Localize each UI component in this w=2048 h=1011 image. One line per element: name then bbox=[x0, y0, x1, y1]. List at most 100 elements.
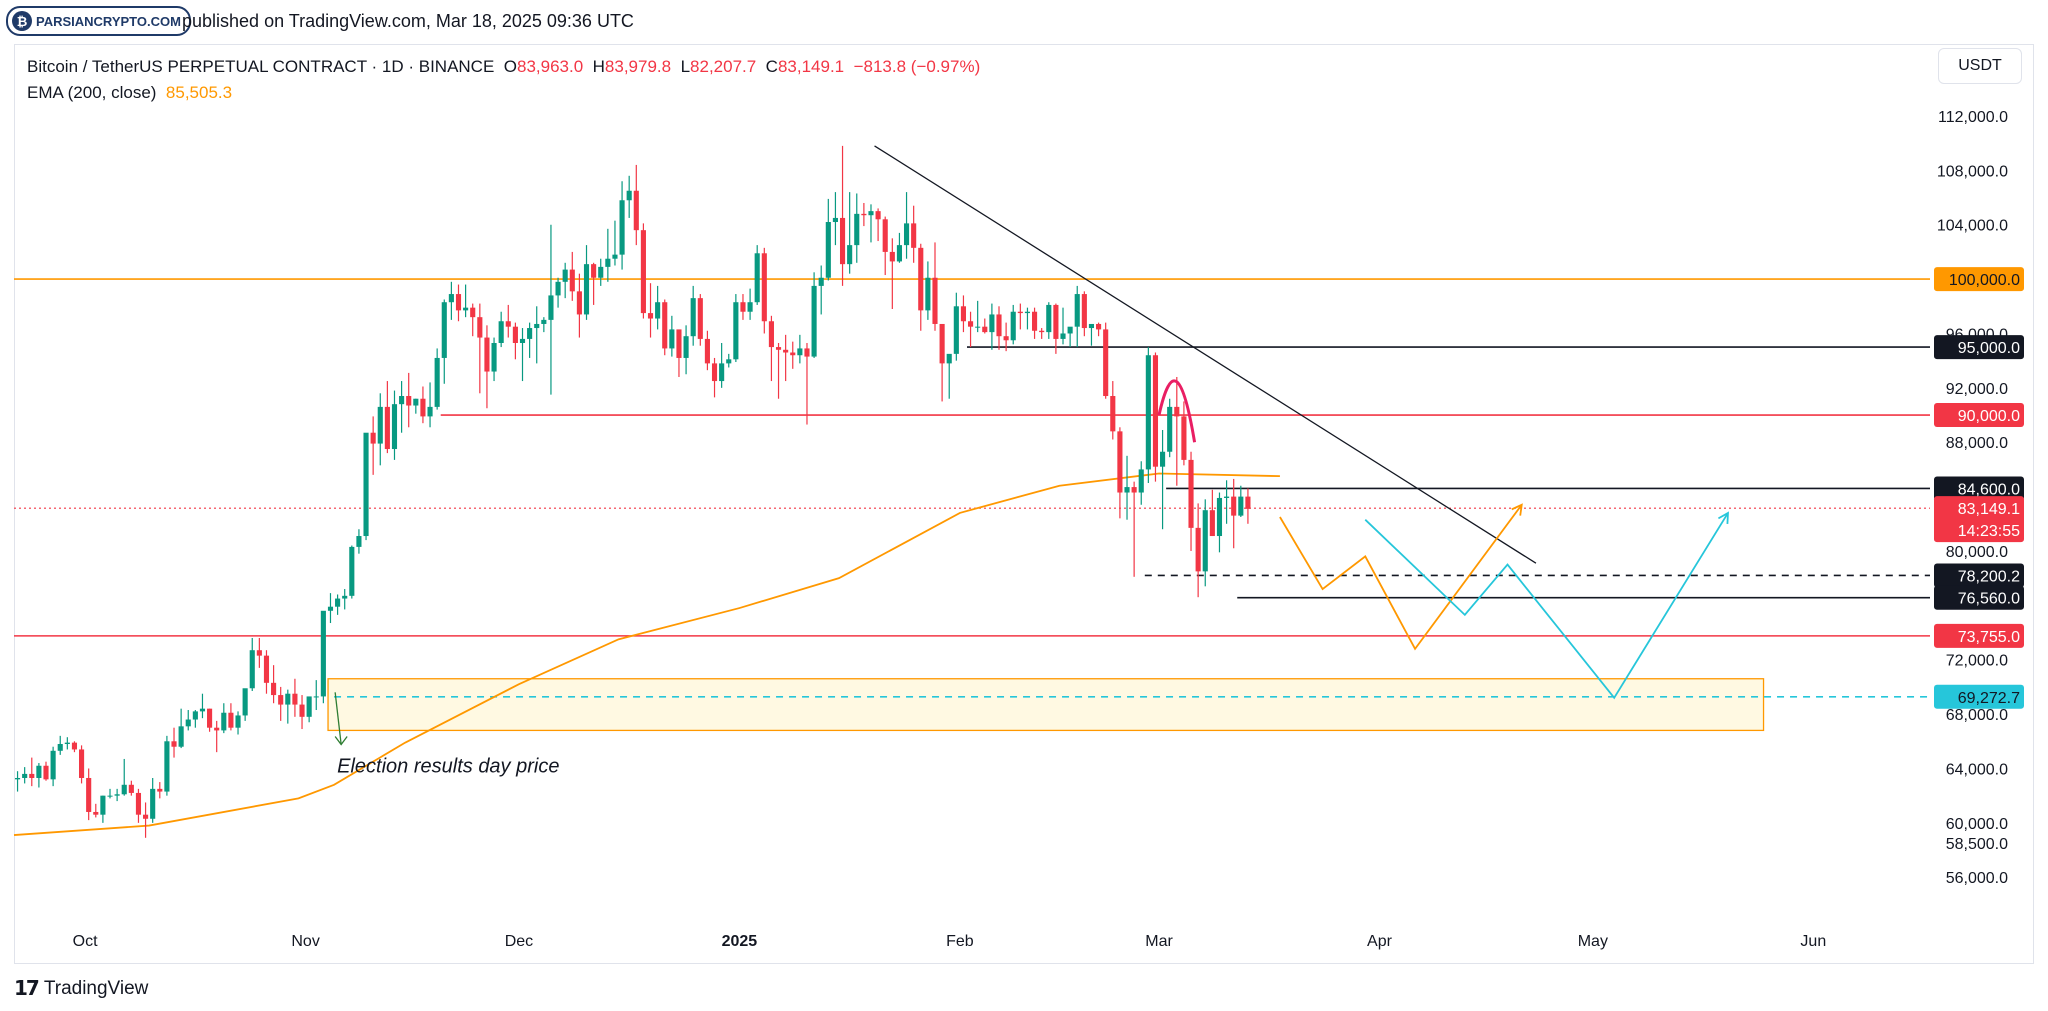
candle bbox=[1124, 455, 1130, 520]
candle bbox=[1138, 461, 1144, 505]
candle-body bbox=[512, 326, 518, 343]
candle bbox=[1103, 322, 1109, 399]
candle-body bbox=[662, 302, 668, 349]
level-price-label: 73,755.0 bbox=[1958, 629, 2020, 646]
candle-body bbox=[996, 314, 1002, 337]
ema-200-line bbox=[13, 472, 1280, 836]
candle-body bbox=[306, 696, 312, 717]
candle-body bbox=[697, 298, 703, 339]
candle-body bbox=[527, 328, 533, 339]
candle bbox=[427, 382, 433, 428]
candle-body bbox=[107, 795, 113, 797]
candle-body bbox=[640, 230, 646, 314]
candle-body bbox=[989, 314, 995, 333]
candle bbox=[1195, 503, 1201, 598]
candle-body bbox=[1160, 451, 1166, 467]
candle bbox=[71, 741, 78, 753]
candle-body bbox=[761, 253, 767, 322]
candle bbox=[143, 802, 149, 838]
logo-text: PARSIANCRYPTO.COM bbox=[36, 13, 181, 29]
level-price-badge bbox=[1934, 684, 2024, 709]
ema-label[interactable]: EMA (200, close) bbox=[27, 83, 157, 102]
low-label: L bbox=[680, 57, 691, 76]
candle-body bbox=[939, 323, 945, 364]
election-annotation-label: Election results day price bbox=[337, 755, 559, 777]
tradingview-logo-icon: 𝟭𝟳 bbox=[14, 978, 40, 1000]
chart-pane[interactable] bbox=[14, 44, 2034, 964]
candle-body bbox=[1188, 459, 1194, 528]
candle-body bbox=[363, 432, 369, 537]
candle-body bbox=[903, 223, 910, 246]
candle bbox=[1067, 326, 1073, 348]
candle bbox=[690, 285, 696, 346]
candle-body bbox=[463, 307, 469, 311]
candle-body bbox=[960, 306, 967, 322]
candle bbox=[655, 285, 661, 330]
candle-body bbox=[861, 213, 867, 216]
candle-body bbox=[975, 326, 981, 328]
candle bbox=[57, 735, 63, 755]
candle bbox=[939, 323, 945, 402]
candle-body bbox=[384, 406, 390, 450]
currency-button[interactable]: USDT bbox=[1938, 48, 2022, 84]
candle bbox=[14, 771, 21, 792]
level-price-badge bbox=[1934, 585, 2024, 610]
candle bbox=[135, 788, 142, 823]
candle bbox=[1188, 451, 1194, 551]
low-value: 82,207.7 bbox=[690, 57, 757, 76]
candle bbox=[960, 295, 967, 333]
candle-body bbox=[583, 264, 590, 315]
candle-body bbox=[214, 727, 220, 731]
candle-body bbox=[626, 190, 632, 201]
candle-body bbox=[1096, 323, 1102, 330]
candle-body bbox=[491, 342, 497, 372]
candle bbox=[711, 357, 718, 398]
candle-body bbox=[726, 359, 732, 364]
candle bbox=[327, 593, 334, 624]
candle-body bbox=[192, 711, 198, 720]
close-value: 83,149.1 bbox=[777, 57, 845, 76]
candle bbox=[441, 299, 447, 384]
candle-body bbox=[1032, 311, 1038, 331]
candle bbox=[463, 284, 469, 318]
candle-body bbox=[534, 323, 540, 329]
candle-body bbox=[263, 655, 270, 683]
candle-body bbox=[1216, 497, 1223, 537]
candle-body bbox=[79, 749, 85, 778]
candle-body bbox=[633, 190, 639, 231]
level-price-badge bbox=[1934, 623, 2024, 648]
candle-body bbox=[704, 338, 710, 364]
symbol-title[interactable]: Bitcoin / TetherUS PERPETUAL CONTRACT · … bbox=[27, 57, 495, 76]
candle bbox=[512, 322, 518, 360]
candle bbox=[854, 193, 860, 263]
candle-body bbox=[925, 277, 931, 311]
candle bbox=[1110, 381, 1116, 440]
candle-body bbox=[562, 269, 568, 282]
candle bbox=[932, 242, 938, 331]
candle bbox=[619, 181, 625, 270]
tradingview-name: TradingView bbox=[43, 977, 149, 999]
price-tick-label: 56,000.0 bbox=[1946, 870, 2008, 887]
candle bbox=[1039, 328, 1045, 339]
candle bbox=[861, 202, 867, 227]
candle-body bbox=[1209, 510, 1215, 537]
candle bbox=[1046, 302, 1052, 339]
orange-projection-path bbox=[1279, 504, 1523, 651]
level-price-label: 84,600.0 bbox=[1958, 481, 2020, 498]
candle-body bbox=[655, 302, 661, 319]
candle bbox=[1074, 285, 1080, 348]
price-tick-label: 92,000.0 bbox=[1946, 381, 2008, 398]
candle bbox=[925, 261, 931, 320]
publish-header: ₿ PARSIANCRYPTO.COM published on Trading… bbox=[0, 0, 2048, 44]
candle bbox=[384, 381, 390, 454]
candle-body bbox=[228, 712, 234, 728]
time-tick-label: Dec bbox=[505, 933, 533, 950]
candle bbox=[783, 334, 789, 382]
candle bbox=[754, 245, 760, 305]
candle-body bbox=[519, 338, 526, 343]
candle-body bbox=[619, 200, 625, 255]
candle-body bbox=[1074, 294, 1080, 327]
candle bbox=[278, 686, 284, 721]
time-tick-label: 2025 bbox=[722, 933, 758, 950]
